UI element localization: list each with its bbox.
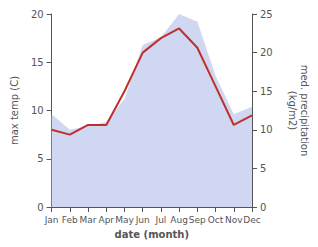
svg-text:Oct: Oct	[208, 215, 224, 225]
svg-text:20: 20	[31, 9, 44, 20]
svg-text:date (month): date (month)	[115, 229, 189, 240]
svg-text:10: 10	[31, 105, 44, 116]
svg-text:20: 20	[260, 47, 273, 58]
svg-text:med. precipitation: med. precipitation	[299, 65, 310, 157]
svg-text:Nov: Nov	[225, 215, 243, 225]
svg-text:Mar: Mar	[80, 215, 97, 225]
svg-text:15: 15	[260, 86, 273, 97]
svg-text:0: 0	[37, 202, 43, 213]
svg-text:Aug: Aug	[170, 215, 188, 225]
svg-text:Jan: Jan	[44, 215, 59, 225]
svg-text:Dec: Dec	[243, 215, 260, 225]
svg-text:max temp (C): max temp (C)	[9, 76, 20, 145]
svg-text:0: 0	[260, 202, 266, 213]
svg-text:Jun: Jun	[135, 215, 150, 225]
svg-text:10: 10	[260, 124, 273, 135]
svg-text:Jul: Jul	[154, 215, 166, 225]
svg-text:May: May	[115, 215, 134, 225]
svg-text:(kg/m2): (kg/m2)	[287, 91, 298, 131]
svg-text:15: 15	[31, 57, 44, 68]
svg-text:5: 5	[37, 153, 43, 164]
svg-text:25: 25	[260, 9, 273, 20]
svg-text:Sep: Sep	[189, 215, 206, 225]
svg-text:Feb: Feb	[62, 215, 78, 225]
svg-text:Apr: Apr	[98, 215, 114, 225]
svg-text:5: 5	[260, 163, 266, 174]
